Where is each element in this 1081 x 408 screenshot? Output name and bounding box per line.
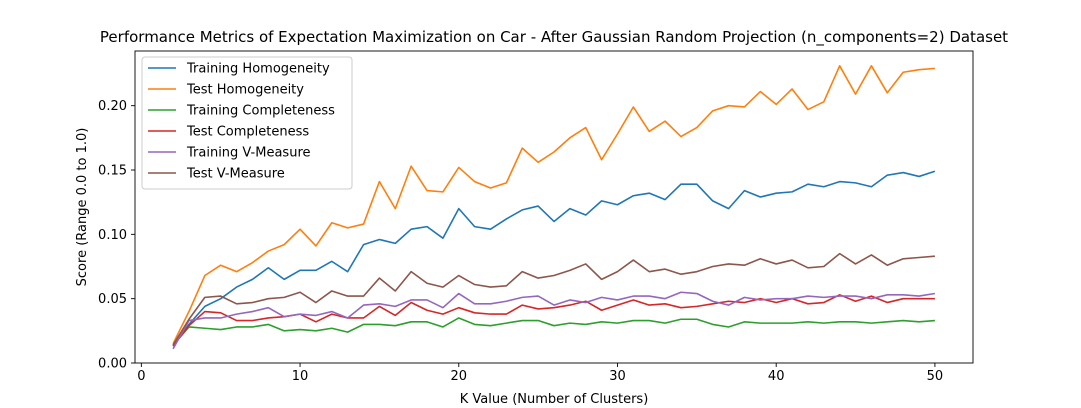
legend-label-5: Test V-Measure: [186, 167, 285, 182]
legend-box: [141, 56, 353, 190]
x-tick-label: 30: [609, 369, 626, 384]
legend-label-0: Training Homogeneity: [186, 62, 330, 77]
x-tick-label: 0: [137, 369, 145, 384]
x-tick-label: 40: [768, 369, 785, 384]
y-tick-label: 0.05: [98, 292, 127, 307]
y-axis-label: Score (Range 0.0 to 1.0): [75, 128, 90, 287]
x-axis-label: K Value (Number of Clusters): [460, 392, 649, 407]
plot-frame: [134, 50, 974, 364]
series-line-2: [172, 317, 935, 346]
x-tick-label: 20: [450, 369, 467, 384]
series-line-4: [172, 291, 936, 350]
y-tick-label: 0.00: [98, 357, 127, 372]
x-tick-label: 10: [292, 369, 309, 384]
axes: 0 10 20 30 40 50 0.00 0.05 0.10 0.15 0.20: [98, 50, 974, 384]
y-tick-label: 0.20: [98, 99, 127, 114]
legend-label-3: Test Completeness: [186, 125, 309, 140]
series-line-5: [172, 252, 935, 346]
legend-label-2: Training Completeness: [186, 104, 335, 119]
plot-area: [172, 65, 936, 350]
legend-label-1: Test Homogeneity: [186, 83, 304, 98]
y-tick-label: 0.15: [98, 164, 127, 179]
series-line-1: [172, 65, 935, 345]
series-line-0: [172, 170, 936, 347]
chart-title: Performance Metrics of Expectation Maxim…: [100, 28, 1008, 47]
legend: Training Homogeneity Test Homogeneity Trai…: [141, 56, 353, 190]
x-tick-label: 50: [927, 369, 944, 384]
series-line-3: [172, 294, 935, 347]
legend-label-4: Training V-Measure: [186, 146, 311, 161]
y-tick-label: 0.10: [98, 228, 127, 243]
